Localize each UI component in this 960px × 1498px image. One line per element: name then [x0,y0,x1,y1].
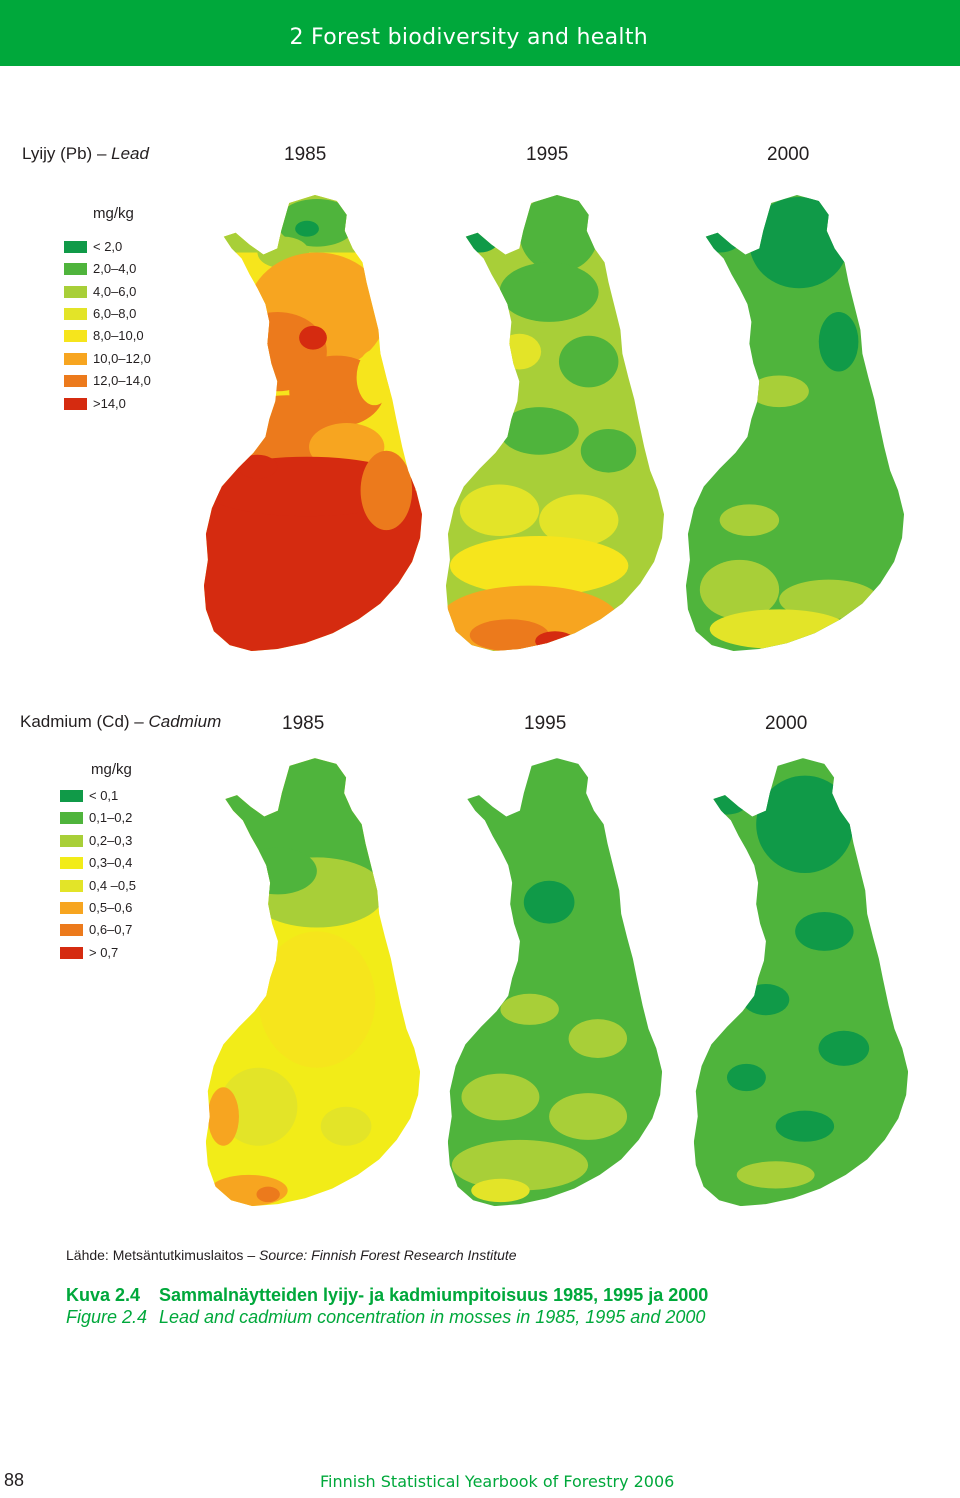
footer-title: Finnish Statistical Yearbook of Forestry… [320,1472,675,1491]
legend-swatch [64,263,87,275]
legend-label: 8,0–10,0 [93,328,144,343]
legend-label: 0,4 –0,5 [89,878,136,893]
legend-swatch [60,812,83,824]
legend-swatch [64,286,87,298]
lead-map-2000 [685,195,905,652]
lead-year-1985: 1985 [284,144,327,165]
legend-swatch [60,902,83,914]
legend-label: 12,0–14,0 [93,373,151,388]
lead-map-1985 [203,195,423,652]
source-note: Lähde: Metsäntutkimuslaitos – Source: Fi… [66,1247,517,1263]
chapter-title: 2 Forest biodiversity and health [289,25,648,50]
legend-label: < 0,1 [89,788,119,803]
cadmium-map-1995 [447,758,663,1207]
legend-swatch [64,398,87,410]
caption-en: Figure 2.4 Lead and cadmium concentration… [66,1307,705,1328]
legend-swatch [64,241,87,253]
lead-legend-unit: mg/kg [93,205,134,222]
cadmium-year-1995: 1995 [524,713,567,734]
lead-section-title: Lyijy (Pb) – Lead [22,144,149,164]
legend-swatch [64,330,87,342]
caption-en-text: Lead and cadmium concentration in mosses… [159,1307,706,1327]
lead-year-2000: 2000 [767,144,810,165]
legend-label: 0,3–0,4 [89,855,133,870]
legend-label: 4,0–6,0 [93,284,137,299]
legend-swatch [60,947,83,959]
cadmium-legend-unit: mg/kg [91,761,132,778]
legend-label: > 0,7 [89,945,119,960]
legend-label: >14,0 [93,396,126,411]
cadmium-year-1985: 1985 [282,713,325,734]
caption-fi-number: Kuva 2.4 [66,1285,141,1305]
header-bar: 2 Forest biodiversity and health [0,0,960,66]
legend-label: 0,1–0,2 [89,810,133,825]
legend-label: 2,0–4,0 [93,261,137,276]
legend-label: 0,5–0,6 [89,900,133,915]
lead-map-1995 [445,195,665,652]
legend-swatch [64,375,87,387]
legend-label: < 2,0 [93,239,123,254]
cadmium-year-2000: 2000 [765,713,808,734]
caption-fi: Kuva 2.4 Sammalnäytteiden lyijy- ja kadmi… [66,1285,708,1306]
legend-label: 6,0–8,0 [93,306,137,321]
legend-swatch [60,880,83,892]
cadmium-map-1985 [205,758,421,1207]
legend-swatch [60,835,83,847]
legend-label: 10,0–12,0 [93,351,151,366]
lead-year-1995: 1995 [526,144,569,165]
legend-swatch [64,308,87,320]
legend-label: 0,6–0,7 [89,922,133,937]
source-en: Source: Finnish Forest Research Institut… [259,1247,517,1263]
caption-en-number: Figure 2.4 [66,1307,148,1327]
caption-fi-text: Sammalnäytteiden lyijy- ja kadmiumpitois… [159,1285,709,1305]
legend-swatch [64,353,87,365]
cadmium-section-title: Kadmium (Cd) – Cadmium [20,712,221,732]
legend-swatch [60,857,83,869]
legend-label: 0,2–0,3 [89,833,133,848]
cadmium-title-en: Cadmium [148,712,222,731]
source-fi: Lähde: Metsäntutkimuslaitos – [66,1247,256,1263]
lead-title-en: Lead [111,144,149,163]
cadmium-title-fi: Kadmium (Cd) – [20,712,144,731]
legend-swatch [60,924,83,936]
cadmium-map-2000 [693,758,909,1207]
page-number: 88 [4,1470,25,1490]
lead-title-fi: Lyijy (Pb) – [22,144,107,163]
legend-swatch [60,790,83,802]
